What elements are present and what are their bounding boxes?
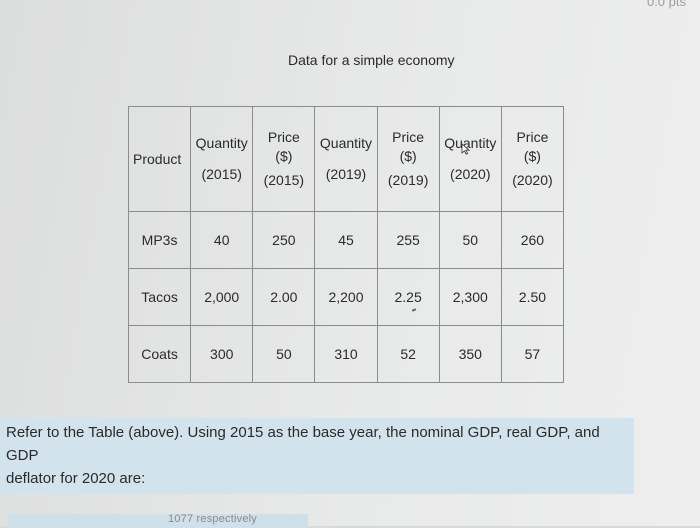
price-2015-cell: 50 <box>252 325 316 383</box>
price-2015-cell: 2.00 <box>252 268 316 326</box>
quantity-2020-cell: 2,300 <box>438 268 502 326</box>
table-header-row: Product Quantity (2015) Price ($) (2015)… <box>127 106 565 212</box>
header-label: Price <box>392 128 425 145</box>
price-2019-cell: 2.25 <box>376 268 440 326</box>
header-cell-price-2019: Price ($) (2019) <box>376 106 440 212</box>
question-line-2: deflator for 2020 are: <box>6 470 146 487</box>
header-cell-price-2020: Price ($) (2020) <box>500 106 565 212</box>
answer-option-highlight[interactable] <box>8 514 308 528</box>
header-label: Price <box>516 128 549 145</box>
question-text-block: Refer to the Table (above). Using 2015 a… <box>0 418 634 494</box>
table-row: Tacos 2,000 2.00 2,200 2.25 2,300 2.50 <box>127 268 565 326</box>
header-label: Product <box>133 150 182 167</box>
answer-option-text[interactable]: 1077 respectively <box>168 513 258 525</box>
quantity-2019-cell: 45 <box>314 211 378 269</box>
header-cell-quantity-2015: Quantity (2015) <box>190 106 254 212</box>
header-year: (2019) <box>387 172 429 189</box>
header-label: Price <box>267 128 300 145</box>
price-2020-cell: 260 <box>500 211 565 269</box>
header-unit: ($) <box>399 147 417 164</box>
header-cell-price-2015: Price ($) (2015) <box>252 106 316 212</box>
header-year: (2015) <box>263 172 305 189</box>
table-title: Data for a simple economy <box>288 52 455 68</box>
price-2019-cell: 52 <box>376 325 440 383</box>
header-year: (2015) <box>201 166 242 182</box>
price-2020-cell: 2.50 <box>500 268 565 326</box>
product-name-cell: Tacos <box>127 268 192 326</box>
header-year: (2020) <box>512 172 553 189</box>
quantity-2019-cell: 2,200 <box>314 268 378 326</box>
quantity-2019-cell: 310 <box>314 325 378 383</box>
table-row: Coats 300 50 310 52 350 57 <box>127 325 565 383</box>
price-2019-cell: 255 <box>376 211 440 269</box>
header-cell-quantity-2019: Quantity (2019) <box>314 106 378 212</box>
price-2015-cell: 250 <box>252 211 316 269</box>
product-name-cell: MP3s <box>127 211 192 269</box>
table-row: MP3s 40 250 45 255 50 260 <box>127 211 565 269</box>
economy-data-table: Product Quantity (2015) Price ($) (2015)… <box>127 106 565 383</box>
quantity-2015-cell: 2,000 <box>190 268 254 326</box>
header-label: Quantity <box>319 135 373 152</box>
quantity-2020-cell: 350 <box>438 325 502 383</box>
header-unit: ($) <box>523 147 541 164</box>
header-cell-product: Product <box>127 106 192 212</box>
product-name-cell: Coats <box>127 325 192 383</box>
header-year: (2020) <box>450 166 491 182</box>
header-cell-quantity-2020: Quantity (2020) <box>438 106 502 212</box>
header-label: Quantity <box>444 135 497 152</box>
header-label: Quantity <box>195 135 248 152</box>
question-line-1: Refer to the Table (above). Using 2015 a… <box>6 424 600 464</box>
quantity-2020-cell: 50 <box>438 211 502 269</box>
quantity-2015-cell: 40 <box>190 211 254 269</box>
header-unit: ($) <box>275 147 293 164</box>
price-2020-cell: 57 <box>500 325 565 383</box>
points-label: 0.0 pts <box>646 0 686 9</box>
header-year: (2019) <box>325 166 367 182</box>
quantity-2015-cell: 300 <box>190 325 254 383</box>
arrow-cursor-icon <box>461 143 470 155</box>
